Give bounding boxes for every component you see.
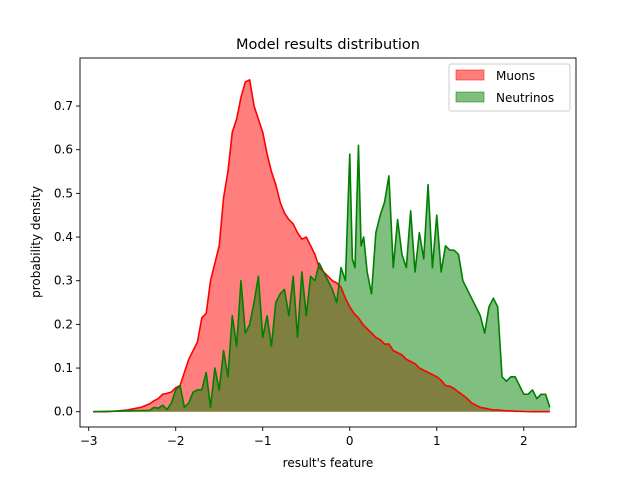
y-tick-label: 0.0: [54, 405, 73, 419]
y-tick-label: 0.2: [54, 317, 73, 331]
y-tick-label: 0.6: [54, 143, 73, 157]
x-axis-ticks: −3 −2 −1 0 1 2: [80, 427, 528, 448]
y-tick-label: 0.4: [54, 230, 73, 244]
legend-swatch-neutrinos: [455, 91, 485, 103]
series-line-neutrinos: [93, 144, 551, 413]
y-axis-ticks: 0.0 0.1 0.2 0.3 0.4 0.5 0.6 0.7: [54, 99, 80, 419]
x-tick-label: −2: [167, 434, 185, 448]
x-tick-label: −3: [80, 434, 98, 448]
x-axis-label: result's feature: [283, 456, 374, 470]
series-areas: [93, 79, 550, 412]
axes-frame: [79, 57, 577, 428]
x-tick-label: 2: [520, 434, 528, 448]
x-tick-label: 0: [346, 434, 354, 448]
series-line-muons: [93, 79, 550, 413]
chart-title: Model results distribution: [236, 37, 420, 53]
legend-swatch-muons: [455, 69, 485, 81]
y-axis-label: probability density: [29, 186, 43, 298]
series-lines: [93, 79, 551, 413]
y-tick-label: 0.3: [54, 274, 73, 288]
y-tick-label: 0.5: [54, 186, 73, 200]
legend-label-muons: Muons: [496, 69, 535, 83]
legend-label-neutrinos: Neutrinos: [496, 91, 554, 105]
x-tick-label: −1: [254, 434, 272, 448]
x-tick-label: 1: [433, 434, 441, 448]
y-tick-label: 0.7: [54, 99, 73, 113]
series-area-muons: [93, 79, 550, 412]
y-tick-label: 0.1: [54, 361, 73, 375]
series-area-neutrinos: [93, 145, 550, 412]
legend: Muons Neutrinos: [448, 63, 571, 112]
